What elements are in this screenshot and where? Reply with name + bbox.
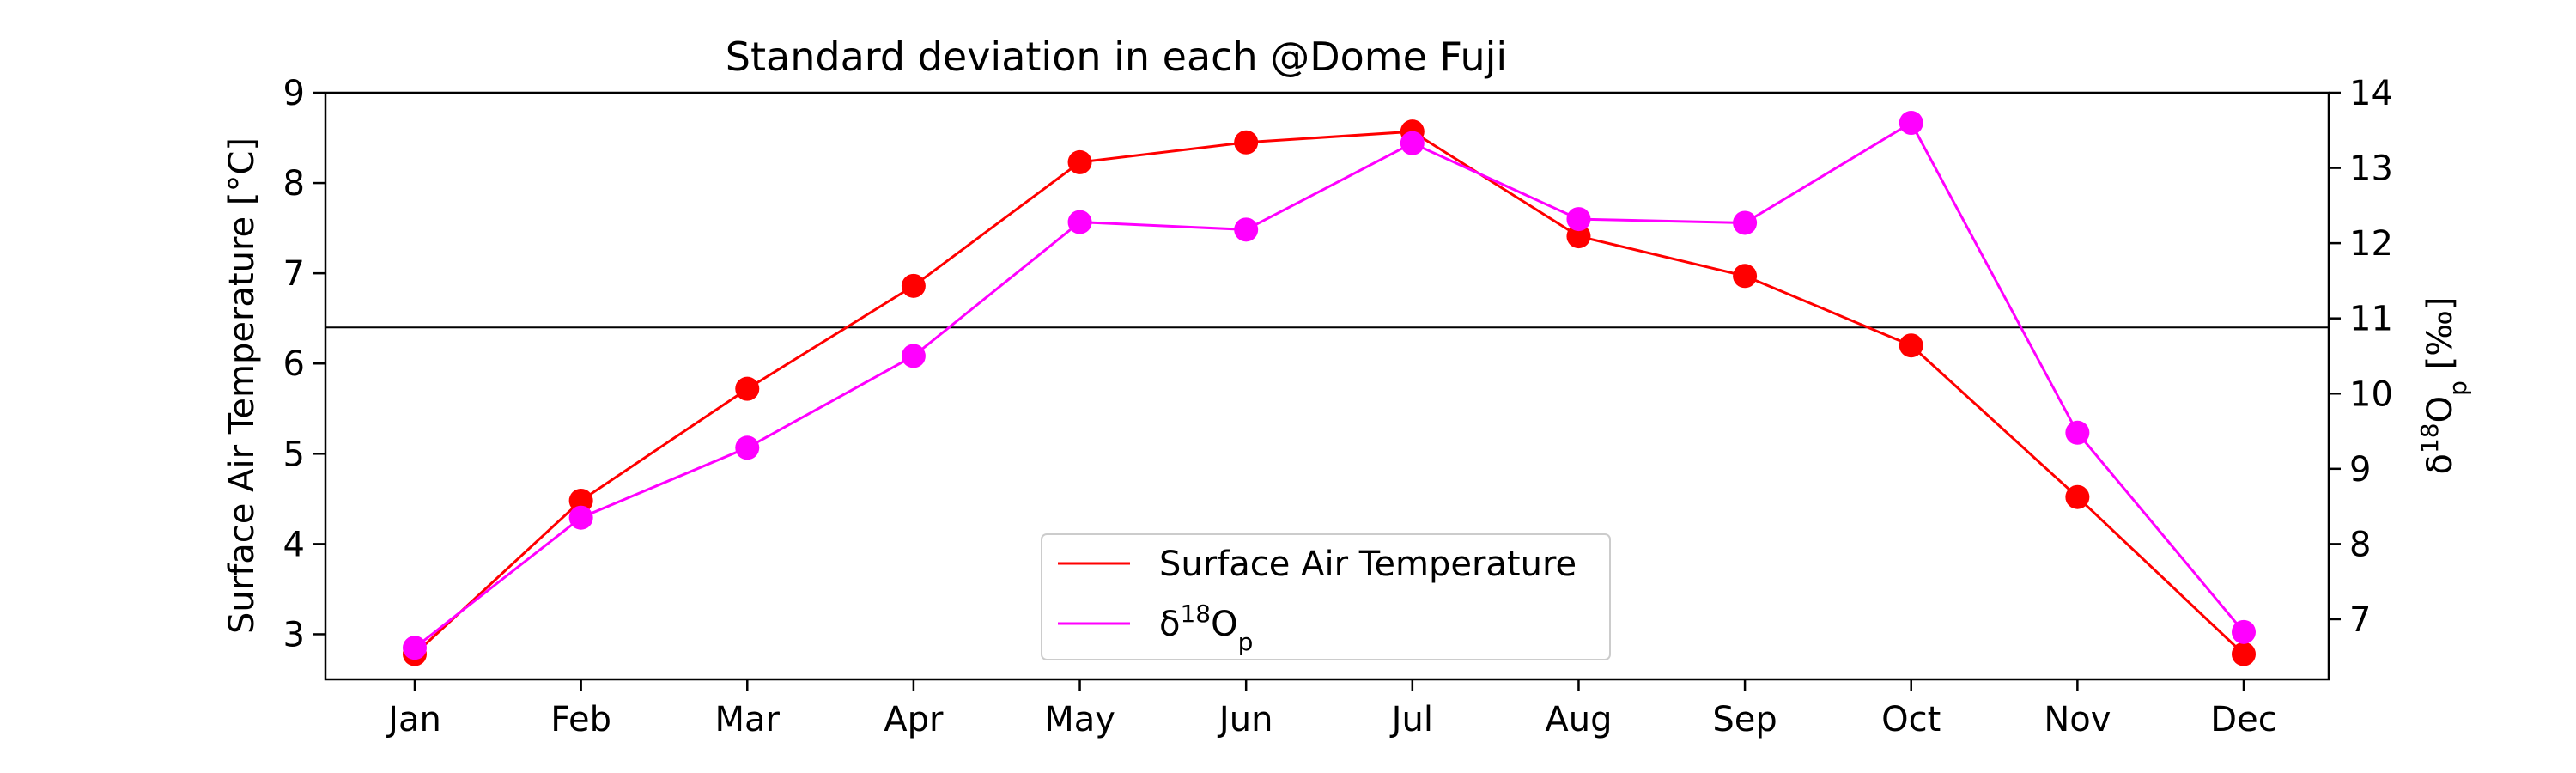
point-d18op-oct — [1899, 111, 1923, 136]
y2-tick-label-8: 8 — [2349, 525, 2371, 564]
x-tick-label-jan: Jan — [386, 700, 441, 740]
y2-tick-label-7: 7 — [2349, 600, 2371, 640]
series-line-d18op — [414, 120, 2245, 649]
x-tick-label-apr: Apr — [884, 700, 944, 740]
y-tick-label-7: 7 — [283, 254, 305, 294]
x-tick-label-sep: Sep — [1712, 700, 1777, 740]
point-surface-air-temperature-feb — [568, 488, 593, 513]
y-tick-label-8: 8 — [283, 164, 305, 204]
chart-title: Standard deviation in each @Dome Fuji — [726, 33, 1507, 80]
point-surface-air-temperature-dec — [2232, 642, 2256, 666]
y-tick-label-9: 9 — [283, 74, 305, 113]
point-surface-air-temperature-apr — [901, 273, 926, 298]
x-axis: Jan Feb Mar Apr May Jun Jul Aug Sep Oct Nov Dec — [386, 679, 2277, 740]
y-axis-right: 7 8 9 10 11 12 13 14 — [2329, 74, 2393, 640]
y2-tick-label-13: 13 — [2349, 149, 2393, 189]
point-d18op-jul — [1400, 131, 1425, 155]
point-surface-air-temperature-aug — [1566, 224, 1591, 249]
x-tick-label-dec: Dec — [2210, 700, 2276, 740]
point-surface-air-temperature-nov — [2065, 484, 2090, 509]
y-tick-label-6: 6 — [283, 344, 305, 384]
legend-box — [1041, 533, 1611, 660]
x-tick-label-oct: Oct — [1881, 700, 1941, 740]
x-tick-label-jun: Jun — [1217, 700, 1273, 740]
point-surface-air-temperature-oct — [1899, 333, 1923, 358]
point-d18op-may — [1067, 210, 1092, 234]
y-tick-label-3: 3 — [283, 615, 305, 654]
point-d18op-jan — [403, 636, 427, 660]
point-d18op-sep — [1733, 210, 1758, 235]
point-surface-air-temperature-jun — [1234, 130, 1259, 155]
legend-label-surface-air-temperature: Surface Air Temperature — [1159, 545, 1577, 584]
point-d18op-aug — [1566, 207, 1591, 232]
y-tick-label-5: 5 — [283, 435, 305, 474]
x-tick-label-feb: Feb — [550, 700, 611, 740]
y2-tick-label-14: 14 — [2349, 74, 2393, 113]
point-d18op-dec — [2232, 619, 2256, 644]
x-tick-label-may: May — [1044, 700, 1115, 740]
legend: Surface Air Temperature δ18Op — [1041, 533, 1611, 660]
y-axis-left: 3 4 5 6 7 8 9 — [283, 74, 325, 654]
point-d18op-mar — [735, 435, 760, 460]
point-d18op-apr — [901, 344, 926, 368]
y2-tick-label-11: 11 — [2349, 300, 2393, 339]
plot-frame — [324, 91, 2330, 681]
point-surface-air-temperature-mar — [735, 376, 760, 401]
series-line-surface-air-temperature — [413, 130, 2245, 655]
point-d18op-jun — [1234, 217, 1259, 242]
y2-tick-label-12: 12 — [2349, 224, 2393, 264]
y2-tick-label-10: 10 — [2349, 374, 2393, 414]
x-tick-label-mar: Mar — [715, 700, 781, 740]
x-tick-label-jul: Jul — [1389, 700, 1433, 740]
point-d18op-nov — [2065, 420, 2090, 445]
x-tick-label-nov: Nov — [2044, 700, 2111, 740]
point-d18op-feb — [568, 505, 593, 530]
y2-tick-label-9: 9 — [2349, 450, 2371, 490]
x-tick-label-aug: Aug — [1545, 700, 1612, 740]
y2-axis-label: δ18Op [‰] — [2415, 297, 2472, 475]
point-surface-air-temperature-may — [1067, 149, 1092, 174]
series-layer — [403, 111, 2256, 666]
y-axis-label: Surface Air Temperature [°C] — [222, 137, 262, 634]
legend-label-d18op: δ18Op — [1159, 600, 1253, 656]
y-tick-label-4: 4 — [283, 525, 305, 564]
point-surface-air-temperature-sep — [1733, 264, 1758, 289]
